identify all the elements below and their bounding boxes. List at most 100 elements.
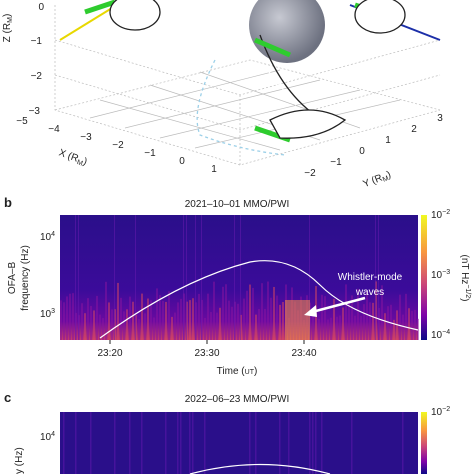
texture xyxy=(312,313,314,340)
z-tick-label: −1 xyxy=(31,36,43,47)
z-tick-label: −2 xyxy=(31,71,43,82)
texture xyxy=(99,314,101,340)
texture xyxy=(123,311,125,340)
texture xyxy=(147,298,149,340)
colorbar-tick-label: 10−4 xyxy=(431,329,450,341)
texture xyxy=(93,310,95,340)
x-tick-label: 1 xyxy=(211,164,217,175)
x-tick-label: −2 xyxy=(112,140,124,151)
texture xyxy=(408,308,410,340)
y-tick-label: 1 xyxy=(385,135,391,146)
tick-exp: 4 xyxy=(51,231,55,238)
texture xyxy=(309,412,311,474)
texture xyxy=(219,307,221,340)
texture xyxy=(249,284,251,340)
orbits xyxy=(59,0,441,156)
colorbar-tick-label: 10−2 xyxy=(431,406,450,418)
tick-exp: 4 xyxy=(51,431,55,438)
z-tick-label: −3 xyxy=(29,106,41,117)
texture xyxy=(141,412,143,474)
texture xyxy=(189,412,191,474)
x-tick-label: 0 xyxy=(179,156,185,167)
texture xyxy=(72,293,74,340)
y-axis-label: frequency (Hz) xyxy=(20,245,31,311)
texture xyxy=(255,412,257,474)
texture xyxy=(120,297,122,340)
x-tick-label: −4 xyxy=(48,124,60,135)
texture xyxy=(402,314,404,340)
y-tick-label: 2 xyxy=(411,124,417,135)
tick-exp: −3 xyxy=(442,269,450,276)
texture xyxy=(276,295,278,340)
texture xyxy=(129,412,131,474)
texture xyxy=(150,300,152,340)
texture xyxy=(69,293,71,340)
label-end: ) xyxy=(2,14,13,17)
texture xyxy=(348,301,350,340)
texture xyxy=(369,302,371,340)
texture xyxy=(66,296,68,340)
texture xyxy=(378,215,379,340)
texture xyxy=(189,300,191,340)
colorbar-tick-label: 10−3 xyxy=(431,269,450,281)
texture xyxy=(153,317,155,340)
texture xyxy=(216,312,218,340)
x-tick-label: −5 xyxy=(16,116,28,127)
texture xyxy=(384,313,386,340)
colorbar xyxy=(421,412,427,474)
texture xyxy=(108,302,110,340)
texture xyxy=(114,215,115,340)
texture xyxy=(165,301,167,340)
texture xyxy=(126,309,128,340)
texture xyxy=(132,301,134,340)
texture xyxy=(363,304,365,340)
texture xyxy=(336,316,338,340)
texture xyxy=(144,313,146,340)
texture xyxy=(159,295,161,340)
texture xyxy=(207,293,209,340)
label-text: Z (R xyxy=(2,23,13,42)
texture xyxy=(372,302,374,340)
tick-base: 10 xyxy=(431,270,443,281)
tick-exp: 3 xyxy=(51,308,55,315)
texture xyxy=(177,302,179,340)
panel-title: 2022–06–23 MMO/PWI xyxy=(185,394,290,405)
texture xyxy=(63,412,65,474)
texture xyxy=(315,412,317,474)
texture xyxy=(402,412,404,474)
texture xyxy=(81,303,83,340)
texture xyxy=(264,308,266,340)
x-tick-label: 23:20 xyxy=(97,348,122,359)
texture xyxy=(177,412,179,474)
x-tick-label: −1 xyxy=(144,148,156,159)
texture xyxy=(117,282,119,340)
y-tick-label: 3 xyxy=(437,113,443,124)
texture xyxy=(114,412,116,474)
tick-exp: −2 xyxy=(442,406,450,413)
texture xyxy=(90,412,92,474)
y-axis-label: OFA–B xyxy=(7,262,18,295)
annotation: waves xyxy=(355,287,384,298)
label-sc: UT xyxy=(245,369,255,376)
x-tick-label: −3 xyxy=(80,132,92,143)
texture xyxy=(213,281,215,340)
texture xyxy=(225,284,227,340)
tick-base: 10 xyxy=(40,432,52,443)
texture xyxy=(171,316,173,340)
y-tick-label: 0 xyxy=(359,146,365,157)
y-axis-label: y (Hz) xyxy=(14,447,25,474)
texture xyxy=(324,296,326,340)
texture xyxy=(312,412,314,474)
texture xyxy=(393,319,395,340)
texture xyxy=(243,298,245,340)
y-tick-label: 104 xyxy=(40,231,55,243)
texture xyxy=(285,300,310,340)
colorbar-tick-label: 10−2 xyxy=(431,209,450,221)
texture xyxy=(366,291,368,340)
texture xyxy=(381,285,383,340)
texture xyxy=(279,412,281,474)
texture xyxy=(90,305,92,340)
label-sup: −1/2 xyxy=(464,284,471,298)
texture xyxy=(405,293,407,340)
texture xyxy=(135,215,136,340)
